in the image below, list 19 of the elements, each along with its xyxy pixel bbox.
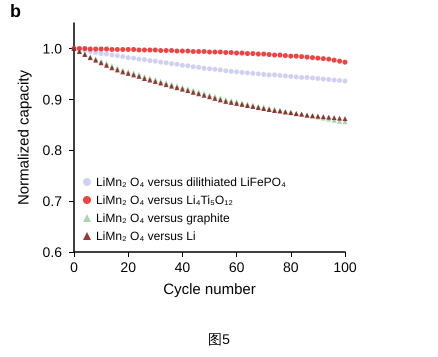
text: b [10, 1, 21, 21]
x-tick-label: 40 [174, 259, 190, 275]
x-tick-label: 100 [333, 259, 357, 275]
y-axis-title: Normalized capacity [16, 69, 33, 206]
x-axis-title: Cycle number [163, 281, 256, 298]
legend-label: LiMn₂ O₄ versus Li [96, 229, 196, 243]
caption: 图5 [208, 331, 230, 347]
y-tick-label: 0.9 [42, 91, 62, 108]
legend-label: LiMn₂ O₄ versus dilithiated LiFePO₄ [96, 175, 286, 189]
x-tick-label: 0 [70, 259, 78, 275]
y-tick-label: 0.7 [42, 193, 62, 210]
y-tick-label: 0.8 [42, 142, 62, 158]
x-tick-label: 20 [120, 259, 136, 275]
y-tick-label: 0.6 [42, 244, 62, 260]
x-tick-label: 60 [228, 259, 245, 275]
legend-label: LiMn₂ O₄ versus graphite [96, 211, 230, 225]
legend-label: LiMn₂ O₄ versus Li₄Ti₅O₁₂ [96, 193, 234, 207]
y-tick-label: 1.0 [42, 40, 62, 56]
x-tick-label: 80 [283, 259, 299, 275]
